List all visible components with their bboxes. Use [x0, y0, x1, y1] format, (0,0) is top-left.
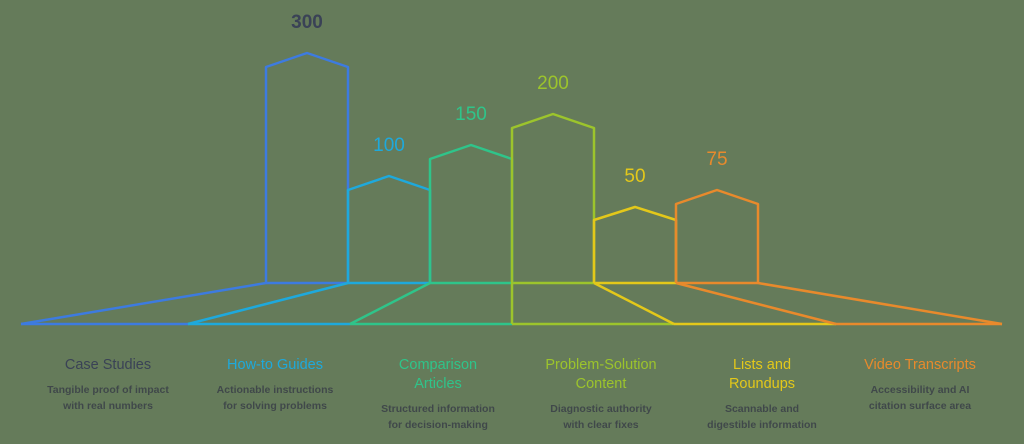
- category-description: Scannable and digestible information: [682, 401, 842, 433]
- desc-line: Structured information: [381, 403, 495, 415]
- desc-line: with clear fixes: [563, 419, 639, 431]
- title-line: Case Studies: [64, 357, 152, 373]
- floor-edge-5: [675, 281, 837, 326]
- desc-line: for solving problems: [223, 400, 327, 412]
- category-title: How-to Guides: [195, 356, 355, 375]
- value-label-comparison-articles: 150: [455, 104, 487, 125]
- title-line: Comparison: [398, 357, 478, 373]
- category-description: Diagnostic authority with clear fixes: [521, 401, 681, 433]
- value-label-lists-roundups: 50: [624, 166, 646, 187]
- title-line: Lists and: [732, 357, 792, 373]
- category-title: Problem-Solution Content: [521, 356, 681, 394]
- desc-line: Tangible proof of impact: [47, 384, 169, 396]
- value-label-case-studies: 300: [291, 12, 323, 33]
- category-lists-roundups: Lists and Roundups Scannable and digesti…: [682, 356, 842, 433]
- bar-comparison-articles: [428, 143, 514, 283]
- category-video-transcripts: Video Transcripts Accessibility and AI c…: [840, 356, 1000, 414]
- bar-how-to-guides: [346, 174, 432, 283]
- category-description: Tangible proof of impact with real numbe…: [28, 382, 188, 414]
- desc-line: Diagnostic authority: [550, 403, 652, 415]
- desc-line: with real numbers: [63, 400, 153, 412]
- desc-line: digestible information: [707, 419, 817, 431]
- title-line: Articles: [414, 376, 462, 392]
- floor-edge-2: [349, 281, 431, 326]
- desc-line: for decision-making: [388, 419, 488, 431]
- floor-edge-1: [187, 281, 349, 326]
- category-title: Video Transcripts: [840, 356, 1000, 375]
- category-problem-solution: Problem-Solution Content Diagnostic auth…: [521, 356, 681, 433]
- desc-line: Accessibility and AI: [870, 384, 970, 396]
- category-description: Accessibility and AI citation surface ar…: [840, 382, 1000, 414]
- title-line: Content: [575, 376, 627, 392]
- value-label-problem-solution: 200: [537, 73, 569, 94]
- bar-video-transcripts: [674, 188, 760, 283]
- category-case-studies: Case Studies Tangible proof of impact wi…: [28, 356, 188, 414]
- title-line: How-to Guides: [227, 357, 323, 373]
- floor-edge-6: [757, 281, 1003, 326]
- category-title: Case Studies: [28, 356, 188, 375]
- desc-line: Actionable instructions: [216, 384, 334, 396]
- bar-case-studies: [264, 51, 350, 283]
- floor-edge-4: [593, 281, 675, 326]
- category-description: Actionable instructions for solving prob…: [195, 382, 355, 414]
- bar-lists-roundups: [592, 205, 678, 283]
- category-title: Comparison Articles: [358, 356, 518, 394]
- bar-problem-solution: [510, 112, 596, 283]
- value-label-how-to-guides: 100: [373, 135, 405, 156]
- value-label-video-transcripts: 75: [706, 149, 728, 170]
- category-description: Structured information for decision-maki…: [358, 401, 518, 433]
- title-line: Roundups: [728, 376, 796, 392]
- desc-line: citation surface area: [868, 400, 972, 412]
- desc-line: Scannable and: [724, 403, 800, 415]
- category-title: Lists and Roundups: [682, 356, 842, 394]
- category-how-to-guides: How-to Guides Actionable instructions fo…: [195, 356, 355, 414]
- floor-edge-0: [20, 281, 267, 326]
- title-line: Problem-Solution: [545, 357, 657, 373]
- title-line: Video Transcripts: [864, 357, 976, 373]
- category-comparison-articles: Comparison Articles Structured informati…: [358, 356, 518, 433]
